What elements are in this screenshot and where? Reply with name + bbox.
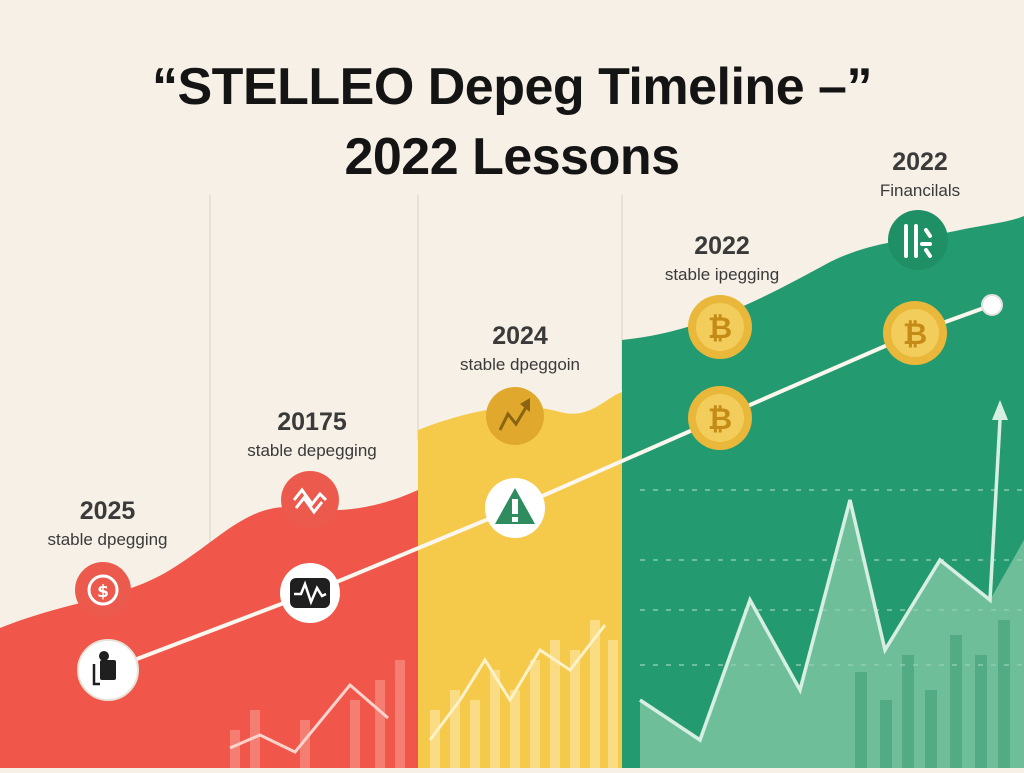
bitcoin-icon: ₿ — [688, 295, 752, 359]
yellow-band-decoration — [428, 620, 618, 768]
svg-text:₿: ₿ — [708, 311, 732, 346]
page-title: “STELLEO Depeg Timeline –” 2022 Lessons — [0, 52, 1024, 192]
stage-caption: Financilals — [879, 181, 961, 200]
stage-year: 2024 — [492, 322, 548, 350]
stage-label: 2024 stable dpeggoin — [430, 322, 610, 375]
warning-icon — [485, 478, 545, 538]
waveform-icon — [280, 563, 340, 623]
stage-year: 2025 — [79, 497, 136, 525]
red-band-decoration — [229, 660, 405, 768]
handshake-icon — [281, 471, 339, 529]
stage-year: 20175 — [277, 408, 347, 436]
green-band-decoration — [639, 400, 1024, 768]
stage-label: 20175 stable depegging — [222, 408, 402, 461]
stage-label: 2025 stable dpegging — [20, 497, 195, 550]
stage-label: 2022 Financilals — [840, 148, 1000, 201]
stage-caption: stable ipegging — [664, 265, 780, 284]
svg-text:₿: ₿ — [708, 402, 732, 437]
title-line-1: “STELLEO Depeg Timeline –” — [152, 58, 872, 116]
stage-caption: stable dpeggoin — [459, 355, 581, 374]
bitcoin-icon: ₿ — [688, 386, 752, 450]
stage-year: 2022 — [694, 232, 750, 260]
svg-text:₿: ₿ — [903, 317, 927, 352]
bitcoin-icon: ₿ — [883, 301, 947, 365]
brand-logo-icon — [888, 210, 948, 270]
trend-arrow-icon — [486, 387, 544, 445]
end-dot-icon — [981, 294, 1003, 316]
person-chart-icon — [77, 639, 139, 701]
stage-caption: stable depegging — [247, 441, 377, 460]
stage-year: 2022 — [892, 148, 948, 176]
svg-text:$: $ — [97, 582, 109, 602]
stage-label: 2022 stable ipegging — [632, 232, 812, 285]
title-line-2: 2022 Lessons — [344, 128, 680, 186]
dollar-coin-icon: $ — [75, 562, 131, 618]
stage-caption: stable dpegging — [47, 530, 168, 549]
